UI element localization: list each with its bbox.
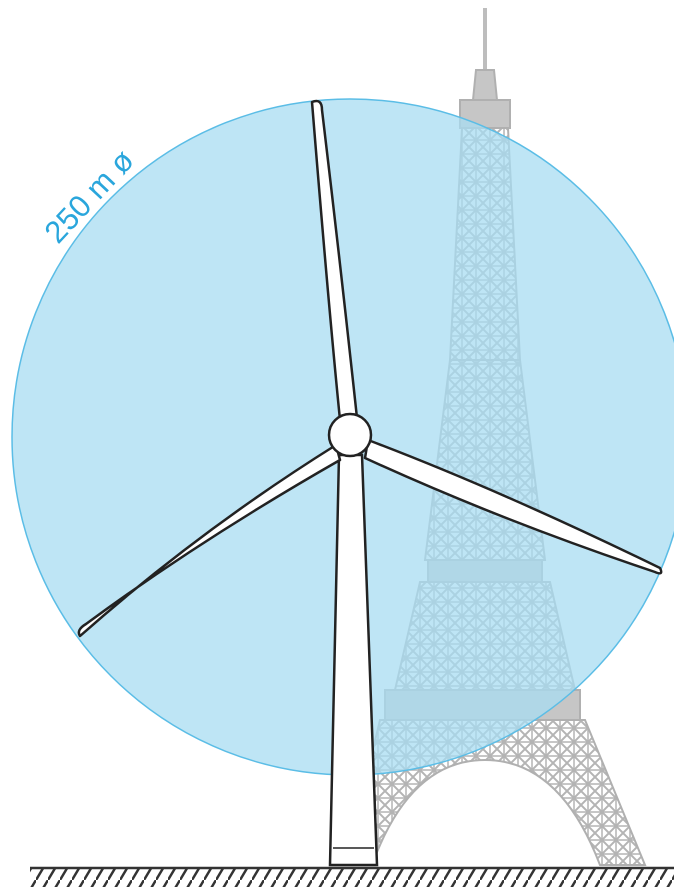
hub <box>327 412 373 458</box>
ground-hatch <box>30 868 674 887</box>
blades <box>77 99 663 638</box>
